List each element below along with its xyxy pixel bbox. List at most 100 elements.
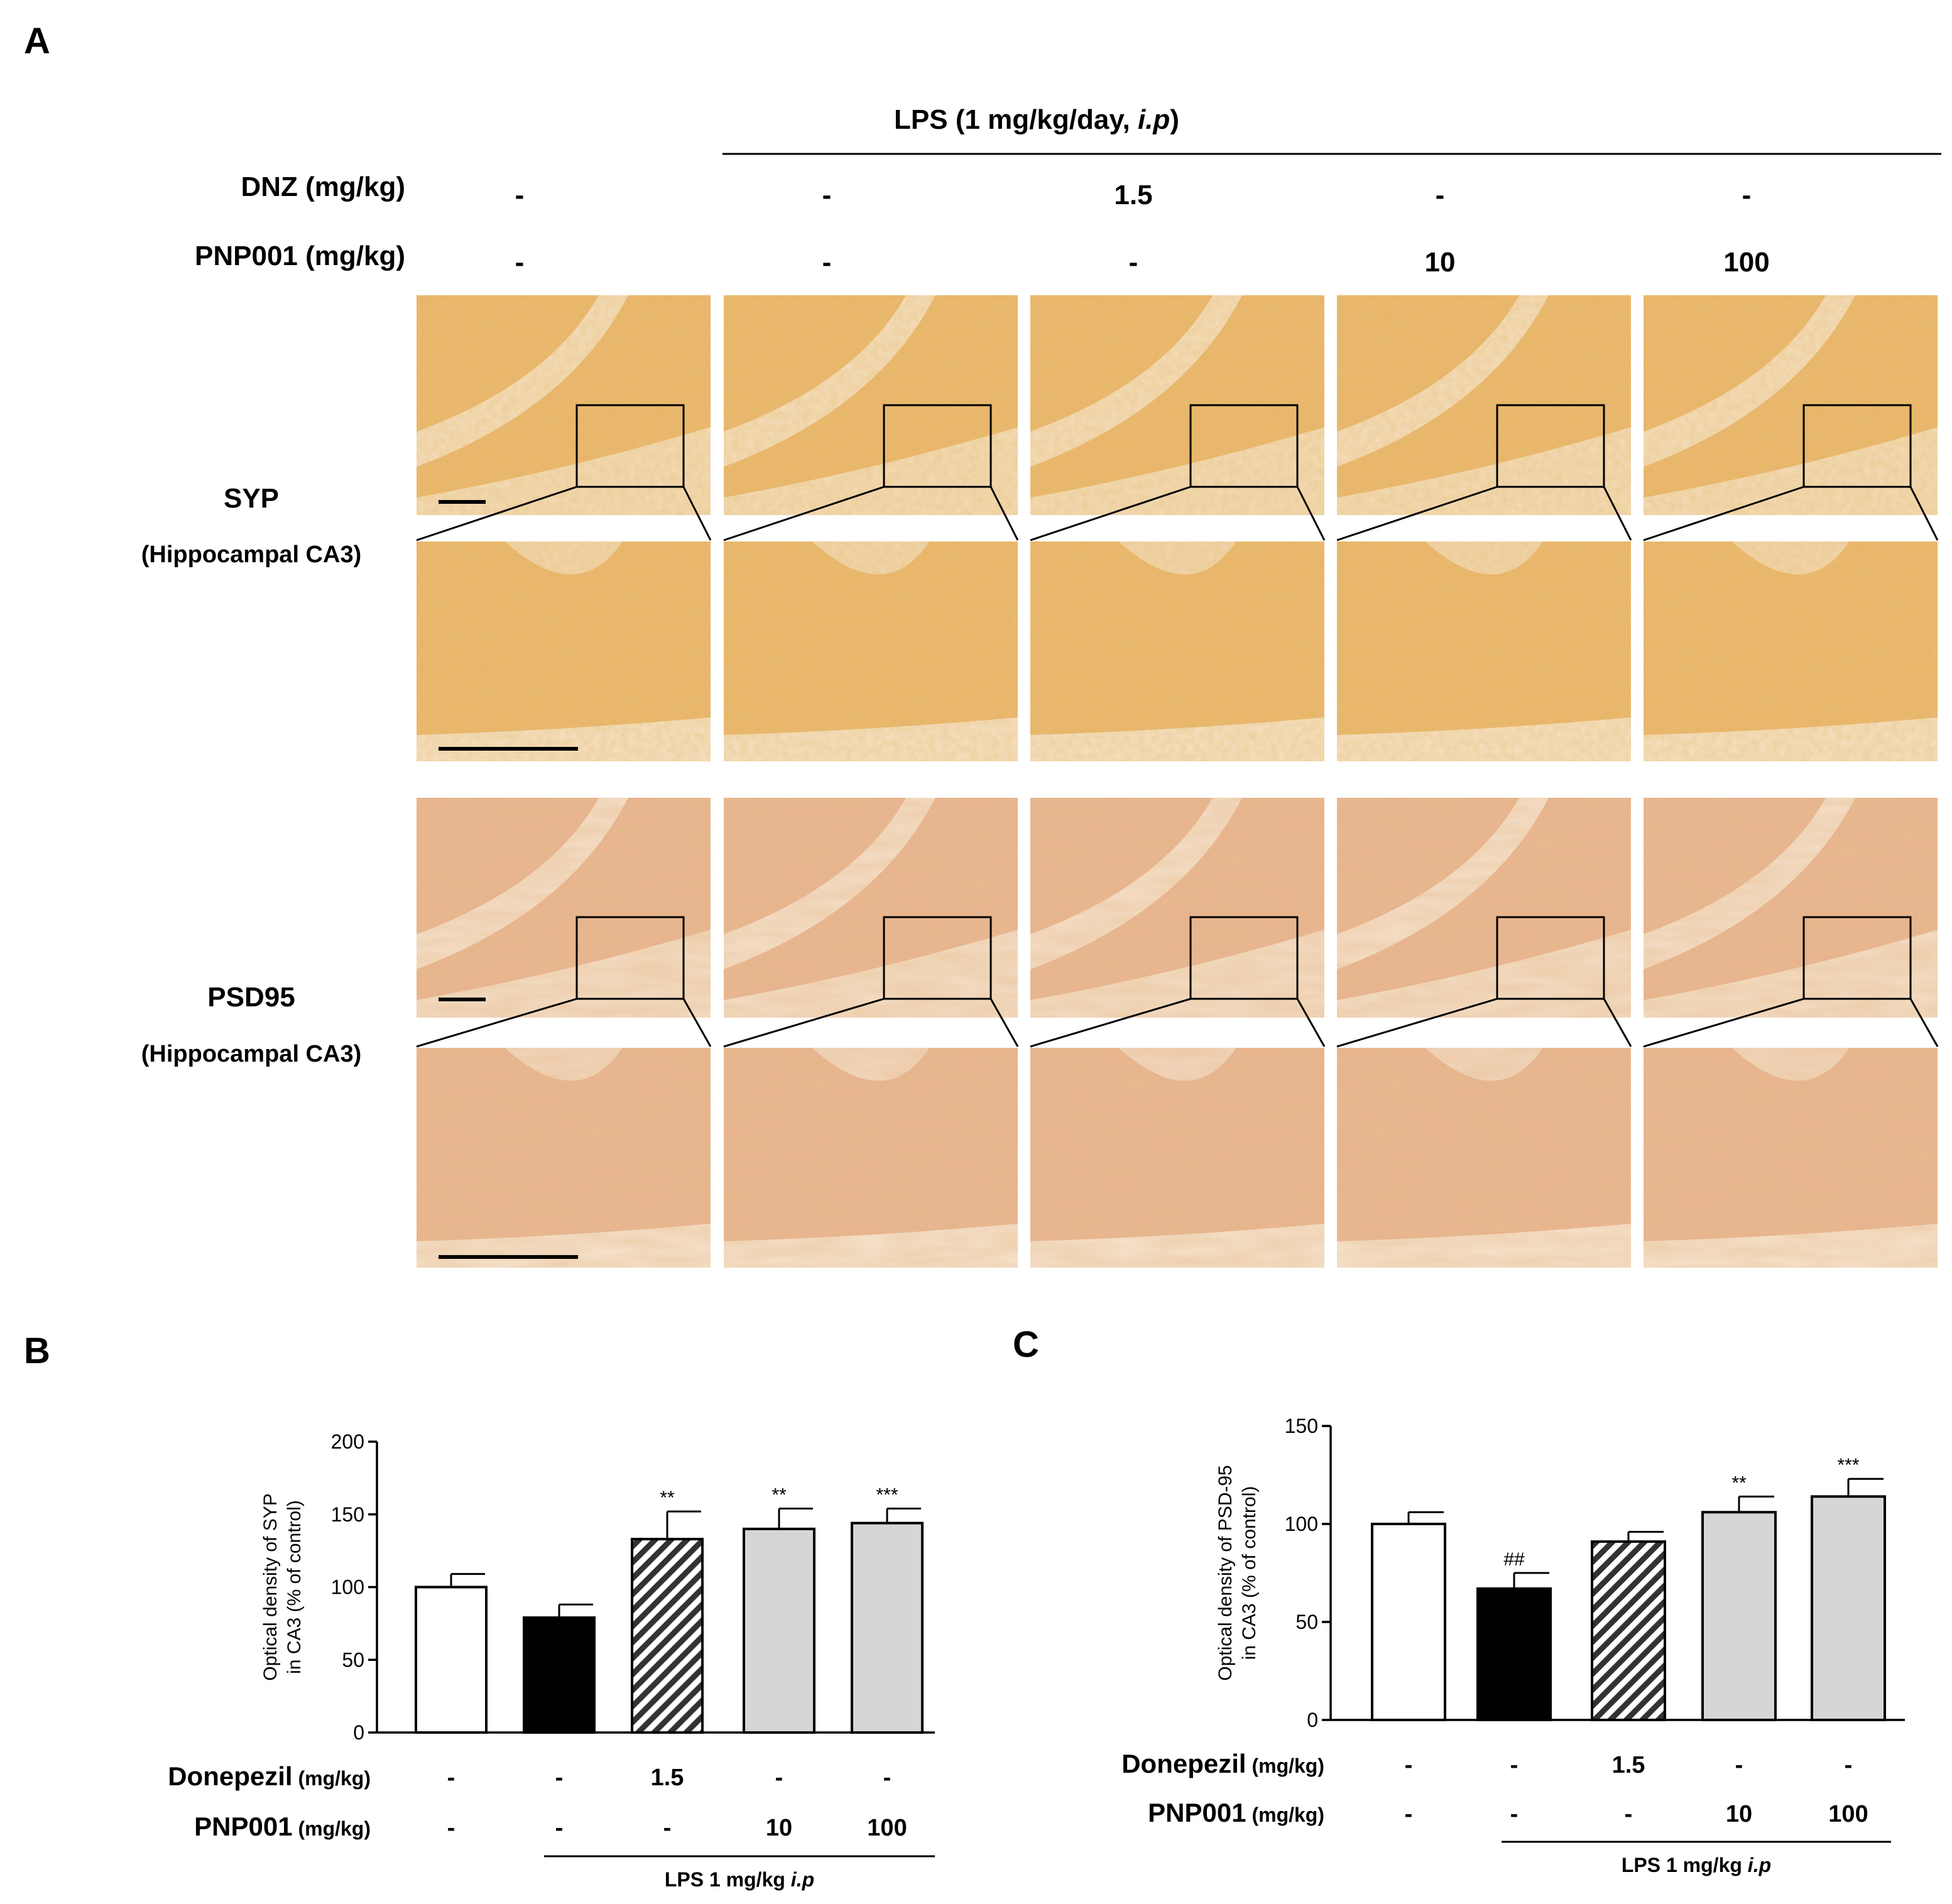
dose-value-donepezil: - [1735, 1752, 1743, 1778]
significance-label: ** [772, 1484, 787, 1505]
panel-label-a: A [24, 21, 50, 62]
micrograph-psd-zoom [1030, 1048, 1324, 1268]
zoom-connector-line [1909, 486, 1939, 541]
zoom-connector-line [416, 998, 577, 1048]
dose-value-pnp001: 100 [867, 1815, 907, 1841]
micrograph-texture [1337, 541, 1631, 761]
micrograph-syp-overview [416, 295, 712, 541]
zoom-connector-line [990, 998, 1019, 1047]
scale-bar [439, 998, 486, 1001]
y-tick-label: 0 [1307, 1709, 1318, 1731]
stain-psd-label: PSD95 [207, 982, 295, 1013]
stain-syp-region: (Hippocampal CA3) [141, 541, 361, 568]
pnp-row-label: PNP001 (mg/kg) [195, 241, 405, 271]
micrograph-texture [1337, 1048, 1631, 1268]
micrograph-texture [1030, 798, 1324, 1018]
stain-syp-label: SYP [224, 483, 279, 514]
dose-value-pnp001: - [555, 1815, 564, 1841]
micrograph-texture [1644, 541, 1938, 761]
bar [743, 1527, 815, 1734]
zoom-inset-box [1802, 916, 1912, 1000]
micrograph-psd-zoom [724, 1048, 1018, 1268]
panel-a-dose-values: - - 1.5 - - - - - 10 100 [515, 180, 1770, 278]
micrograph-syp-zoom [1644, 541, 1938, 761]
dose-value-donepezil: - [1510, 1752, 1519, 1778]
zoom-inset-box [883, 916, 992, 1000]
zoom-inset-box [575, 916, 685, 1000]
zoom-connector-line [1643, 998, 1804, 1048]
micrograph-texture [417, 1048, 711, 1268]
micrograph-texture [1644, 798, 1938, 1018]
row-label-donepezil: Donepezil (mg/kg) [168, 1761, 371, 1791]
pnp-value: - [1129, 247, 1138, 278]
zoom-inset-box [1189, 916, 1299, 1000]
y-tick-label: 0 [353, 1721, 364, 1744]
zoom-connector-line [1603, 998, 1632, 1047]
zoom-connector-line [990, 486, 1019, 541]
scale-bar [439, 500, 486, 504]
dnz-row-label: DNZ (mg/kg) [241, 171, 405, 202]
micrograph-syp-zoom [724, 541, 1018, 761]
stain-psd-region: (Hippocampal CA3) [141, 1041, 361, 1067]
micrograph-syp-overview [723, 295, 1019, 541]
dose-value-pnp001: - [663, 1815, 672, 1841]
chart-b: 0 50 100 150 200 Optical density of SYP in CA3… [168, 1430, 935, 1891]
dose-value-pnp001: - [1405, 1801, 1413, 1827]
y-tick-label: 50 [1295, 1611, 1318, 1633]
dose-value-donepezil: - [1845, 1752, 1853, 1778]
chart-c: 0 50 100 150 Optical density of PSD-95 in CA3… [1121, 1415, 1905, 1876]
significance-label: *** [876, 1484, 898, 1505]
zoom-connector-line [1030, 998, 1191, 1048]
zoom-connector-line [682, 486, 712, 541]
lps-group-label: LPS 1 mg/kg i.p [1622, 1854, 1771, 1876]
micrograph-syp-overview [1336, 295, 1632, 541]
micrograph-texture [1644, 1048, 1938, 1268]
pnp-value: - [515, 247, 525, 278]
dnz-value: - [1742, 180, 1752, 210]
bar [1591, 1540, 1666, 1722]
micrograph-texture [417, 798, 711, 1018]
zoom-connector-line [1336, 998, 1498, 1048]
dose-value-donepezil: - [883, 1765, 891, 1791]
micrograph-texture [724, 1048, 1018, 1268]
dnz-value: - [822, 180, 832, 210]
zoom-inset-box [1496, 916, 1605, 1000]
micrograph-psd-overview [723, 798, 1019, 1048]
micrograph-syp-zoom [417, 541, 711, 761]
significance-label: *** [1837, 1455, 1859, 1476]
micrograph-texture [724, 541, 1018, 761]
zoom-connector-line [416, 486, 577, 541]
pnp-value: - [822, 247, 832, 278]
dose-value-donepezil: 1.5 [1612, 1752, 1645, 1778]
micrograph-syp-zoom [1030, 541, 1324, 761]
panel-label-c: C [1013, 1324, 1039, 1365]
zoom-connector-line [1643, 486, 1804, 541]
zoom-connector-line [1296, 486, 1326, 541]
lps-group-label: LPS 1 mg/kg i.p [665, 1868, 814, 1891]
pnp-value: 10 [1425, 247, 1456, 278]
dnz-value: - [515, 180, 525, 210]
micrograph-texture [1030, 1048, 1324, 1268]
y-tick-label: 100 [331, 1576, 364, 1599]
scale-bar [439, 747, 578, 751]
row-label-pnp001: PNP001 (mg/kg) [1148, 1798, 1324, 1827]
zoom-connector-line [1336, 486, 1498, 541]
y-tick-label: 100 [1285, 1513, 1318, 1535]
zoom-connector-line [682, 998, 712, 1047]
row-label-donepezil: Donepezil (mg/kg) [1121, 1749, 1324, 1778]
panel-label-b: B [24, 1330, 50, 1371]
dose-value-pnp001: 100 [1828, 1801, 1868, 1827]
dose-value-donepezil: 1.5 [651, 1765, 684, 1791]
scale-bar [439, 1255, 578, 1259]
zoom-inset-box [1802, 404, 1912, 488]
bar [523, 1616, 596, 1734]
zoom-inset-box [1496, 404, 1605, 488]
y-tick-label: 50 [342, 1648, 364, 1671]
dnz-value: - [1436, 180, 1445, 210]
dose-value-pnp001: - [1625, 1801, 1633, 1827]
micrograph-syp-zoom [1337, 541, 1631, 761]
y-tick-label: 150 [331, 1503, 364, 1526]
micrograph-psd-overview [1336, 798, 1632, 1048]
bar [415, 1586, 488, 1734]
bar [1476, 1587, 1552, 1721]
